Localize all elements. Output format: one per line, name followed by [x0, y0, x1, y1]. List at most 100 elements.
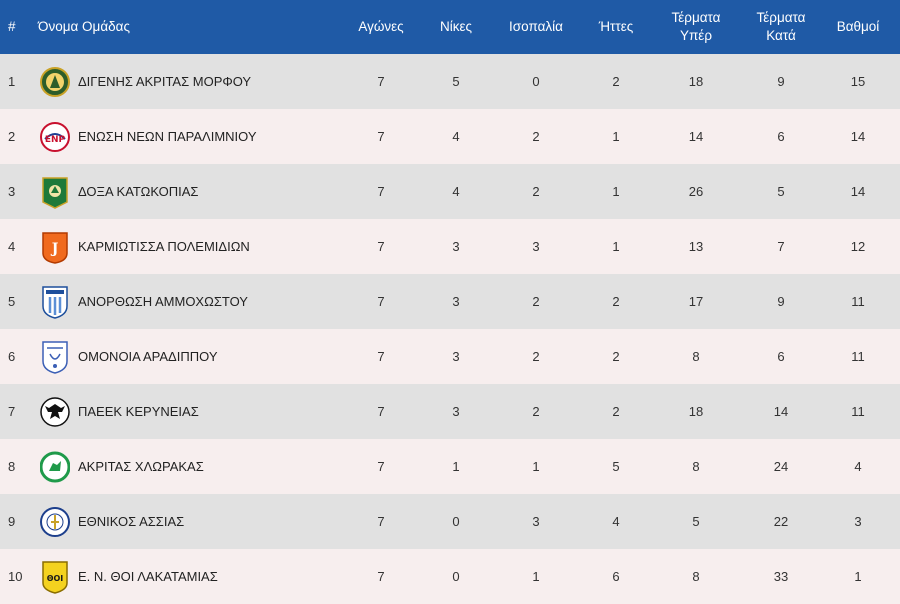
header-team: Όνομα Ομάδας	[38, 19, 130, 34]
row-team-cell[interactable]: ΕΘΝΙΚΟΣ ΑΣΣΙΑΣ	[36, 494, 336, 549]
team-name[interactable]: ΕΘΝΙΚΟΣ ΑΣΣΙΑΣ	[78, 514, 185, 529]
row-goals-against: 33	[773, 569, 789, 584]
table-row: 3 ΔΟΞΑ ΚΑΤΩΚΟΠΙΑΣ 7 4 2 1 26 5 14	[0, 164, 900, 219]
row-team-cell[interactable]: ΘΟΙ Ε. Ν. ΘΟΙ ΛΑΚΑΤΑΜΙΑΣ	[36, 549, 336, 604]
digenis-logo-icon	[40, 64, 70, 100]
team-name[interactable]: ΔΙΓΕΝΗΣ ΑΚΡΙΤΑΣ ΜΟΡΦΟΥ	[78, 74, 252, 89]
team-link[interactable]: ΑΚΡΙΤΑΣ ΧΛΩΡΑΚΑΣ	[36, 449, 336, 485]
row-position: 1	[8, 74, 16, 89]
table-row: 2 ENP ΕΝΩΣΗ ΝΕΩΝ ΠΑΡΑΛΙΜΝΙΟΥ 7 4 2 1 14 …	[0, 109, 900, 164]
team-name[interactable]: ΑΝΟΡΘΩΣΗ ΑΜΜΟΧΩΣΤΟΥ	[78, 294, 248, 309]
table-header-row: # Όνομα Ομάδας Αγώνες Νίκες Ισοπαλία Ήττ…	[0, 0, 900, 54]
paeek-logo-icon	[40, 394, 70, 430]
header-goals-against-line2: Κατά	[766, 28, 796, 43]
row-points: 12	[850, 239, 866, 254]
team-link[interactable]: J ΚΑΡΜΙΩΤΙΣΣΑ ΠΟΛΕΜΙΔΙΩΝ	[36, 229, 336, 265]
team-name[interactable]: ΑΚΡΙΤΑΣ ΧΛΩΡΑΚΑΣ	[78, 459, 204, 474]
row-points: 11	[851, 404, 865, 419]
row-position: 10	[8, 569, 23, 584]
row-team-cell[interactable]: ΔΟΞΑ ΚΑΤΩΚΟΠΙΑΣ	[36, 164, 336, 219]
row-losses: 2	[612, 404, 620, 419]
row-goals-against: 6	[777, 349, 785, 364]
table-row: 6 ΟΜΟΝΟΙΑ ΑΡΑΔΙΠΠΟΥ 7 3 2 2 8 6 11	[0, 329, 900, 384]
omonia-logo-icon	[40, 339, 70, 375]
team-link[interactable]: ΔΟΞΑ ΚΑΤΩΚΟΠΙΑΣ	[36, 174, 336, 210]
row-team-cell[interactable]: J ΚΑΡΜΙΩΤΙΣΣΑ ΠΟΛΕΜΙΔΙΩΝ	[36, 219, 336, 274]
row-played: 7	[377, 404, 385, 419]
row-played: 7	[377, 349, 385, 364]
row-goals-against: 14	[773, 404, 789, 419]
header-goals-for-line1: Τέρματα	[671, 10, 721, 25]
row-goals-for: 8	[692, 569, 700, 584]
team-link[interactable]: ENP ΕΝΩΣΗ ΝΕΩΝ ΠΑΡΑΛΙΜΝΙΟΥ	[36, 119, 336, 155]
row-points: 14	[850, 129, 866, 144]
row-played: 7	[377, 184, 385, 199]
svg-text:ΘΟΙ: ΘΟΙ	[47, 574, 64, 583]
row-goals-against: 9	[777, 74, 785, 89]
row-wins: 4	[452, 129, 460, 144]
row-wins: 3	[452, 294, 460, 309]
table-row: 9 ΕΘΝΙΚΟΣ ΑΣΣΙΑΣ 7 0 3 4 5 22 3	[0, 494, 900, 549]
row-played: 7	[377, 514, 385, 529]
thoi-logo-icon: ΘΟΙ	[40, 559, 70, 595]
row-played: 7	[377, 569, 385, 584]
team-name[interactable]: ΚΑΡΜΙΩΤΙΣΣΑ ΠΟΛΕΜΙΔΙΩΝ	[78, 239, 250, 254]
row-played: 7	[377, 239, 385, 254]
anorthosis-logo-icon	[40, 284, 70, 320]
row-losses: 2	[612, 74, 620, 89]
karmiotissa-logo-icon: J	[40, 229, 70, 265]
row-goals-for: 26	[688, 184, 704, 199]
row-goals-against: 22	[773, 514, 789, 529]
header-points: Βαθμοί	[836, 19, 880, 34]
header-wins: Νίκες	[439, 19, 473, 34]
team-link[interactable]: ΘΟΙ Ε. Ν. ΘΟΙ ΛΑΚΑΤΑΜΙΑΣ	[36, 559, 336, 595]
row-goals-against: 5	[777, 184, 785, 199]
row-team-cell[interactable]: ΔΙΓΕΝΗΣ ΑΚΡΙΤΑΣ ΜΟΡΦΟΥ	[36, 54, 336, 109]
row-wins: 3	[452, 404, 460, 419]
row-team-cell[interactable]: ΟΜΟΝΟΙΑ ΑΡΑΔΙΠΠΟΥ	[36, 329, 336, 384]
row-draws: 1	[532, 569, 540, 584]
team-link[interactable]: ΑΝΟΡΘΩΣΗ ΑΜΜΟΧΩΣΤΟΥ	[36, 284, 336, 320]
row-wins: 3	[452, 349, 460, 364]
team-name[interactable]: ΔΟΞΑ ΚΑΤΩΚΟΠΙΑΣ	[78, 184, 199, 199]
team-link[interactable]: ΟΜΟΝΟΙΑ ΑΡΑΔΙΠΠΟΥ	[36, 339, 336, 375]
row-played: 7	[377, 74, 385, 89]
row-draws: 0	[532, 74, 540, 89]
team-name[interactable]: ΕΝΩΣΗ ΝΕΩΝ ΠΑΡΑΛΙΜΝΙΟΥ	[78, 129, 257, 144]
row-team-cell[interactable]: ΑΝΟΡΘΩΣΗ ΑΜΜΟΧΩΣΤΟΥ	[36, 274, 336, 329]
team-name[interactable]: ΟΜΟΝΟΙΑ ΑΡΑΔΙΠΠΟΥ	[78, 349, 218, 364]
row-losses: 1	[612, 129, 620, 144]
row-goals-for: 18	[688, 74, 704, 89]
team-name[interactable]: Ε. Ν. ΘΟΙ ΛΑΚΑΤΑΜΙΑΣ	[78, 569, 218, 584]
row-position: 9	[8, 514, 16, 529]
team-name[interactable]: ΠΑΕΕΚ ΚΕΡΥΝΕΙΑΣ	[78, 404, 199, 419]
row-draws: 3	[532, 239, 540, 254]
team-link[interactable]: ΠΑΕΕΚ ΚΕΡΥΝΕΙΑΣ	[36, 394, 336, 430]
doxa-logo-icon	[40, 174, 70, 210]
row-wins: 5	[452, 74, 460, 89]
team-link[interactable]: ΕΘΝΙΚΟΣ ΑΣΣΙΑΣ	[36, 504, 336, 540]
row-team-cell[interactable]: ENP ΕΝΩΣΗ ΝΕΩΝ ΠΑΡΑΛΙΜΝΙΟΥ	[36, 109, 336, 164]
table-row: 5 ΑΝΟΡΘΩΣΗ ΑΜΜΟΧΩΣΤΟΥ 7 3 2 2 17 9 11	[0, 274, 900, 329]
svg-text:ENP: ENP	[45, 135, 66, 145]
table-row: 1 ΔΙΓΕΝΗΣ ΑΚΡΙΤΑΣ ΜΟΡΦΟΥ 7 5 0 2 18 9 15	[0, 54, 900, 109]
row-points: 15	[850, 74, 866, 89]
row-goals-for: 18	[688, 404, 704, 419]
row-played: 7	[377, 129, 385, 144]
row-position: 3	[8, 184, 16, 199]
row-played: 7	[377, 459, 385, 474]
header-draws: Ισοπαλία	[509, 19, 563, 34]
row-team-cell[interactable]: ΠΑΕΕΚ ΚΕΡΥΝΕΙΑΣ	[36, 384, 336, 439]
team-link[interactable]: ΔΙΓΕΝΗΣ ΑΚΡΙΤΑΣ ΜΟΡΦΟΥ	[36, 64, 336, 100]
row-losses: 2	[612, 349, 620, 364]
row-draws: 1	[532, 459, 540, 474]
header-position: #	[8, 19, 16, 34]
row-position: 4	[8, 239, 16, 254]
row-position: 7	[8, 404, 16, 419]
enp-logo-icon: ENP	[40, 119, 70, 155]
row-wins: 1	[452, 459, 460, 474]
row-team-cell[interactable]: ΑΚΡΙΤΑΣ ΧΛΩΡΑΚΑΣ	[36, 439, 336, 494]
row-goals-against: 9	[777, 294, 785, 309]
row-losses: 2	[612, 294, 620, 309]
